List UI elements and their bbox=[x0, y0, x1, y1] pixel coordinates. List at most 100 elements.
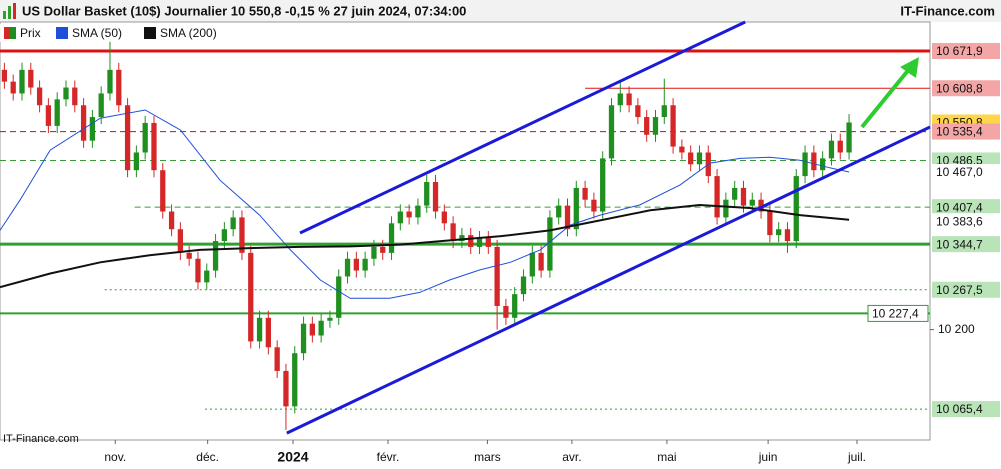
level-label-box bbox=[932, 199, 1000, 216]
level-label: 10 383,6 bbox=[936, 214, 983, 228]
level-label-box bbox=[932, 236, 1000, 253]
legend-swatch bbox=[56, 27, 68, 39]
level-label-box bbox=[932, 163, 1000, 180]
candle-body bbox=[503, 305, 509, 318]
arrow-head bbox=[900, 57, 919, 78]
trend-line bbox=[299, 20, 746, 235]
candle-body bbox=[318, 320, 324, 336]
level-label: 10 535,4 bbox=[936, 125, 983, 139]
level-label-box bbox=[932, 281, 1000, 298]
candle-body bbox=[98, 93, 104, 118]
candle-body bbox=[837, 140, 843, 153]
candle-body bbox=[811, 152, 817, 171]
level-label-box bbox=[932, 123, 1000, 140]
x-tick-label: 2024 bbox=[277, 449, 308, 465]
level-label-box bbox=[932, 213, 1000, 230]
sma-line bbox=[0, 203, 850, 289]
sma-line bbox=[0, 109, 850, 299]
header-bar bbox=[0, 0, 1001, 22]
candle-body bbox=[459, 235, 465, 242]
chart-title: US Dollar Basket (10$) Journalier 10 550… bbox=[22, 3, 466, 18]
candle-body bbox=[846, 122, 852, 153]
candle-body bbox=[19, 69, 25, 94]
candle-body bbox=[485, 238, 491, 247]
candle-body bbox=[168, 211, 175, 230]
candle-body bbox=[212, 241, 219, 271]
candle-body bbox=[608, 105, 615, 159]
candle-body bbox=[784, 229, 791, 242]
candle-body bbox=[186, 252, 192, 259]
level-label: 10 467,0 bbox=[936, 165, 983, 179]
candle-body bbox=[556, 205, 562, 218]
candle-body bbox=[617, 93, 623, 106]
candle-body bbox=[371, 246, 377, 259]
plot bbox=[0, 20, 931, 435]
candle-body bbox=[204, 270, 210, 283]
candle-body bbox=[723, 199, 729, 218]
candle-body bbox=[714, 176, 720, 218]
candle-body bbox=[388, 223, 395, 253]
candle-body bbox=[635, 105, 641, 118]
candle-body bbox=[28, 69, 34, 88]
candle-body bbox=[195, 258, 201, 283]
candle-body bbox=[564, 205, 571, 230]
candle-body bbox=[142, 122, 148, 153]
candle-body bbox=[450, 223, 456, 242]
candle-body bbox=[529, 252, 535, 277]
candle-body bbox=[758, 199, 764, 212]
candle-body bbox=[72, 87, 78, 106]
candle-body bbox=[406, 211, 412, 218]
candle-body bbox=[336, 276, 342, 318]
candle-body bbox=[494, 246, 500, 306]
level-label-box bbox=[932, 42, 1000, 59]
level-label: 10 344,7 bbox=[936, 237, 983, 251]
candle-body bbox=[54, 99, 60, 126]
level-label: 10 267,5 bbox=[936, 283, 983, 297]
candle-body bbox=[353, 258, 359, 271]
candle-body bbox=[265, 317, 271, 348]
candle-body bbox=[432, 181, 439, 212]
candle-body bbox=[133, 152, 140, 171]
candle-body bbox=[45, 105, 52, 126]
legend: Prix SMA (50) SMA (200) bbox=[0, 24, 240, 42]
app-icon bbox=[3, 3, 16, 19]
candle-body bbox=[582, 187, 588, 200]
x-tick-label: nov. bbox=[104, 450, 126, 464]
candle-body bbox=[151, 122, 157, 171]
candle-body bbox=[221, 229, 228, 242]
candle-body bbox=[116, 69, 122, 106]
candle-body bbox=[1, 69, 8, 82]
candle-body bbox=[512, 294, 518, 318]
candle-body bbox=[652, 117, 659, 135]
candle-body bbox=[828, 140, 835, 159]
legend-label: SMA (50) bbox=[72, 26, 122, 40]
trend-line bbox=[286, 125, 931, 435]
candle-body bbox=[283, 370, 289, 407]
candle-body bbox=[749, 199, 755, 206]
candle-body bbox=[424, 181, 430, 206]
candle-body bbox=[309, 323, 315, 336]
level-label: 10 227,4 bbox=[872, 307, 919, 321]
candle-body bbox=[679, 146, 685, 153]
candle-body bbox=[767, 211, 773, 236]
legend-label: SMA (200) bbox=[160, 26, 217, 40]
candle-body bbox=[397, 211, 403, 224]
x-tick-label: juil. bbox=[847, 450, 866, 464]
legend-swatch bbox=[10, 27, 16, 39]
candle-body bbox=[177, 229, 184, 253]
candle-body bbox=[274, 347, 280, 371]
level-label: 10 608,8 bbox=[936, 81, 983, 95]
candle-body bbox=[538, 252, 544, 271]
legend-label: Prix bbox=[20, 26, 41, 40]
candle-body bbox=[661, 105, 667, 118]
candle-body bbox=[89, 117, 96, 141]
candle-body bbox=[573, 187, 579, 230]
candle-body bbox=[380, 246, 386, 253]
legend-swatch bbox=[144, 27, 156, 39]
candle-body bbox=[547, 217, 553, 271]
x-tick-label: avr. bbox=[562, 450, 581, 464]
plot-frame bbox=[0, 21, 931, 441]
candle-body bbox=[520, 276, 527, 295]
candle-body bbox=[256, 317, 263, 342]
